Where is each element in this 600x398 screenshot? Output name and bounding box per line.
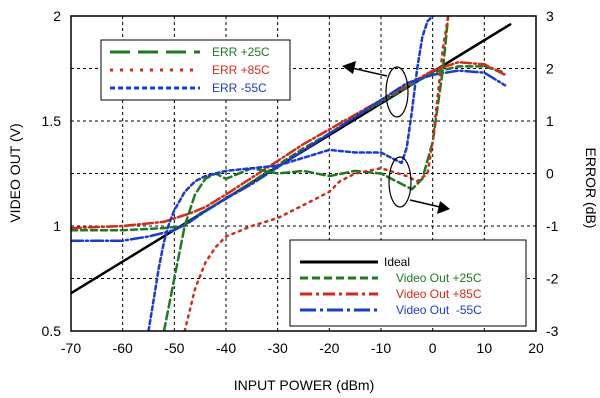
legend-error: ERR +25C ERR +85C ERR -55C — [100, 39, 291, 101]
x-tick-label: 20 — [528, 340, 544, 356]
y-left-tick-label: 1.5 — [42, 113, 62, 129]
legend-error-label-0: ERR +25C — [212, 45, 270, 59]
arrow-left-line — [351, 67, 388, 77]
y-right-tick-label: -2 — [546, 271, 559, 287]
arrow-left-head — [342, 61, 356, 74]
arrow-right-line — [409, 199, 441, 208]
legend-video-label-2: Video Out +85C — [396, 287, 482, 301]
x-tick-label: 0 — [429, 340, 437, 356]
x-tick-label: -60 — [113, 340, 133, 356]
series-line-4 — [162, 16, 450, 331]
y-right-tick-label: -3 — [546, 323, 559, 339]
x-tick-label: -10 — [371, 340, 391, 356]
arrow-right-head — [437, 201, 450, 214]
y-left-tick-label: 1 — [53, 218, 61, 234]
legend-error-label-2: ERR -55C — [212, 81, 267, 95]
x-tick-label: -30 — [268, 340, 288, 356]
y-right-tick-label: 1 — [546, 113, 554, 129]
x-tick-label: -70 — [61, 340, 81, 356]
legend-video-box — [289, 239, 527, 327]
y-axis-right-title: ERROR (dB) — [583, 148, 599, 229]
legend-video-label-3: Video Out -55C — [396, 303, 482, 317]
series-layer — [71, 16, 512, 331]
series-line-3 — [71, 69, 507, 242]
annotation-ellipse-upper — [385, 66, 409, 118]
y-right-tick-label: 2 — [546, 61, 554, 77]
legend-error-label-1: ERR +85C — [212, 63, 270, 77]
y-right-tick-label: 0 — [546, 166, 554, 182]
series-line-6 — [147, 16, 434, 331]
y-left-tick-label: 0.5 — [42, 323, 62, 339]
x-axis-title: INPUT POWER (dBm) — [234, 377, 375, 393]
x-tick-label: -50 — [164, 340, 184, 356]
series-line-5 — [183, 16, 450, 331]
annotation-arrows — [342, 61, 450, 214]
annotation-ellipse-lower — [388, 156, 412, 208]
plot-frame — [70, 15, 537, 332]
y-right-tick-label: 3 — [546, 8, 554, 24]
x-tick-label: -40 — [216, 340, 236, 356]
series-line-1 — [71, 65, 507, 232]
legend-video-label-0: Ideal — [384, 255, 410, 269]
x-tick-label: 10 — [477, 340, 493, 356]
y-axis-left-title: VIDEO OUT (V) — [7, 123, 23, 222]
y-right-tick-label: -1 — [546, 218, 559, 234]
tick-labels: -70 -60 -50 -40 -30 -20 -10 0 10 200.511.52-3-2-1… — [42, 8, 559, 356]
x-tick-label: -20 — [319, 340, 339, 356]
legend-video: Ideal Video Out +25C Video Out +85C Vide… — [289, 239, 527, 327]
y-left-tick-label: 2 — [53, 8, 61, 24]
legend-video-label-1: Video Out +25C — [396, 271, 482, 285]
